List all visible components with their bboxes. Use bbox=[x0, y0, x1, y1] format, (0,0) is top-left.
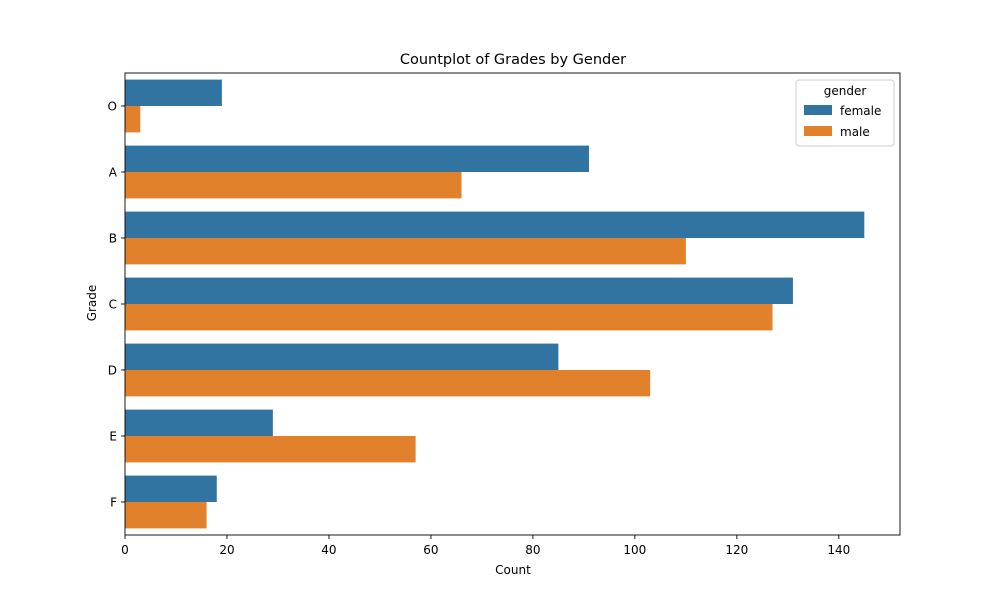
bars-layer bbox=[125, 79, 865, 529]
bar-male-D bbox=[125, 370, 651, 397]
bar-male-E bbox=[125, 436, 416, 463]
bar-female-F bbox=[125, 475, 217, 502]
y-axis-title: Grade bbox=[85, 285, 99, 322]
bar-female-D bbox=[125, 343, 559, 370]
x-tick-label-60: 60 bbox=[423, 543, 438, 557]
y-tick-label-E: E bbox=[109, 430, 117, 444]
legend: gender female male bbox=[795, 79, 895, 147]
x-tick-label-0: 0 bbox=[121, 543, 129, 557]
bar-female-A bbox=[125, 145, 589, 172]
axes-layer: 0 20 40 60 80 100 120 140 O A B C D E F bbox=[108, 72, 901, 557]
x-tick-label-140: 140 bbox=[827, 543, 850, 557]
y-tick-label-C: C bbox=[109, 298, 117, 312]
bar-male-B bbox=[125, 238, 686, 265]
legend-title: gender bbox=[824, 84, 867, 98]
bar-female-O bbox=[125, 79, 222, 106]
legend-swatch-female bbox=[804, 105, 832, 115]
x-tick-label-20: 20 bbox=[219, 543, 234, 557]
bar-female-C bbox=[125, 277, 793, 304]
bar-male-A bbox=[125, 172, 462, 199]
y-tick-label-A: A bbox=[109, 166, 118, 180]
x-tick-label-100: 100 bbox=[623, 543, 646, 557]
legend-label-male: male bbox=[840, 125, 870, 139]
bar-male-O bbox=[125, 106, 141, 133]
y-tick-label-B: B bbox=[109, 232, 117, 246]
y-tick-label-F: F bbox=[110, 496, 117, 510]
y-tick-label-D: D bbox=[108, 364, 117, 378]
x-tick-label-40: 40 bbox=[321, 543, 336, 557]
bar-female-E bbox=[125, 409, 273, 436]
legend-swatch-male bbox=[804, 126, 832, 136]
x-tick-label-80: 80 bbox=[525, 543, 540, 557]
bar-female-B bbox=[125, 211, 865, 238]
x-tick-label-120: 120 bbox=[725, 543, 748, 557]
chart-title: Countplot of Grades by Gender bbox=[400, 52, 626, 68]
bar-male-C bbox=[125, 304, 773, 331]
y-tick-label-O: O bbox=[108, 100, 117, 114]
bar-male-F bbox=[125, 502, 207, 529]
x-axis-title: Count bbox=[495, 563, 531, 577]
legend-label-female: female bbox=[840, 104, 881, 118]
